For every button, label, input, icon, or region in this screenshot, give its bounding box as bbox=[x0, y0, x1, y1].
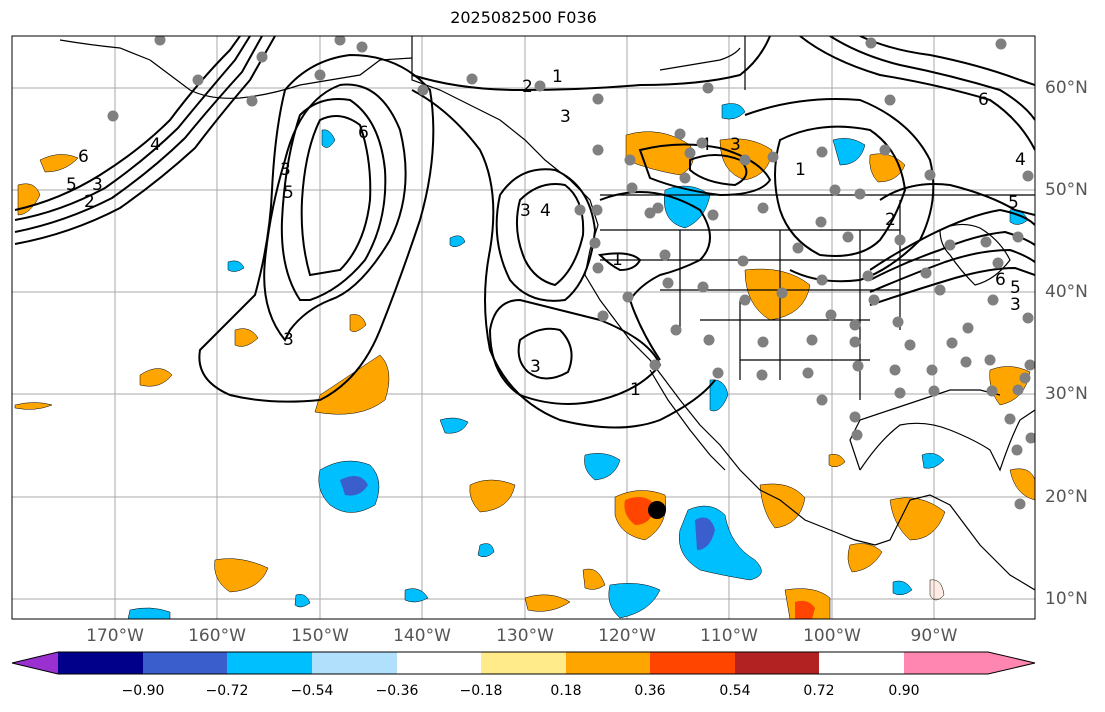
contour-label: 6 bbox=[358, 123, 369, 143]
graticule bbox=[12, 36, 1035, 619]
contour-label: 3 bbox=[530, 357, 541, 377]
contour-label: 4 bbox=[1015, 150, 1026, 170]
colorbar-tick: 0.36 bbox=[634, 683, 666, 699]
lat-label: 40°N bbox=[1045, 282, 1088, 302]
contour-label: 6 bbox=[78, 147, 89, 167]
contour-label: 5 bbox=[1010, 278, 1021, 298]
lon-label: 100°W bbox=[803, 626, 861, 646]
lon-label: 120°W bbox=[598, 626, 656, 646]
contour-label: 3 bbox=[730, 135, 741, 155]
colorbar-tick: −0.36 bbox=[375, 683, 419, 699]
colorbar-tick: 0.90 bbox=[888, 683, 920, 699]
contour-label: 3 bbox=[283, 330, 294, 350]
lon-label: 110°W bbox=[700, 626, 758, 646]
contour-label: 3 bbox=[1010, 295, 1021, 315]
station-markers bbox=[107, 36, 1035, 510]
map-title: 2025082500 F036 bbox=[450, 8, 597, 27]
colorbar-tick: −0.90 bbox=[121, 683, 165, 699]
contour-label: 1 bbox=[630, 380, 641, 400]
lon-label: 140°W bbox=[393, 626, 451, 646]
storm-center-marker bbox=[648, 501, 666, 519]
lon-label: 170°W bbox=[86, 626, 144, 646]
contour-label: 5 bbox=[283, 183, 294, 203]
lon-label: 150°W bbox=[291, 626, 349, 646]
lat-label: 10°N bbox=[1045, 589, 1088, 609]
colorbar-tick: −0.18 bbox=[459, 683, 503, 699]
lon-label: 90°W bbox=[910, 626, 958, 646]
lat-label: 60°N bbox=[1045, 78, 1088, 98]
contour-label: 4 bbox=[540, 201, 551, 221]
contour-label: 1 bbox=[552, 67, 563, 87]
contour-label: 5 bbox=[1008, 193, 1019, 213]
colorbar-tick: 0.72 bbox=[803, 683, 835, 699]
contour-label: 4 bbox=[150, 135, 161, 155]
lat-label: 30°N bbox=[1045, 384, 1088, 404]
contour-label: 3 bbox=[520, 201, 531, 221]
contour-label: 6 bbox=[995, 270, 1006, 290]
contours bbox=[14, 36, 1035, 429]
contour-label: 5 bbox=[66, 175, 77, 195]
anomaly-shading bbox=[14, 103, 1035, 619]
lon-label: 130°W bbox=[496, 626, 554, 646]
colorbar-tick: 0.54 bbox=[719, 683, 751, 699]
lat-label: 50°N bbox=[1045, 180, 1088, 200]
contour-label: 3 bbox=[280, 160, 291, 180]
contour-label: 2 bbox=[885, 210, 896, 230]
contour-label: 2 bbox=[84, 192, 95, 212]
contour-label: 1 bbox=[795, 160, 806, 180]
contour-label: 1 bbox=[612, 250, 623, 270]
lat-label: 20°N bbox=[1045, 487, 1088, 507]
contour-label: 3 bbox=[92, 175, 103, 195]
contour-label: 6 bbox=[978, 90, 989, 110]
lon-label: 160°W bbox=[188, 626, 246, 646]
contour-label: 3 bbox=[560, 107, 571, 127]
colorbar-tick: 0.18 bbox=[550, 683, 582, 699]
contour-label: 2 bbox=[522, 77, 533, 97]
colorbar-tick: −0.54 bbox=[290, 683, 334, 699]
contour-label-group: 3 5 3 6 6 5 3 2 4 3 4 3 1 1 2 1 3 4 3 1 … bbox=[66, 67, 1026, 400]
map-frame bbox=[11, 35, 1036, 620]
coastlines bbox=[59, 36, 1035, 591]
colorbar-tick: −0.72 bbox=[205, 683, 249, 699]
